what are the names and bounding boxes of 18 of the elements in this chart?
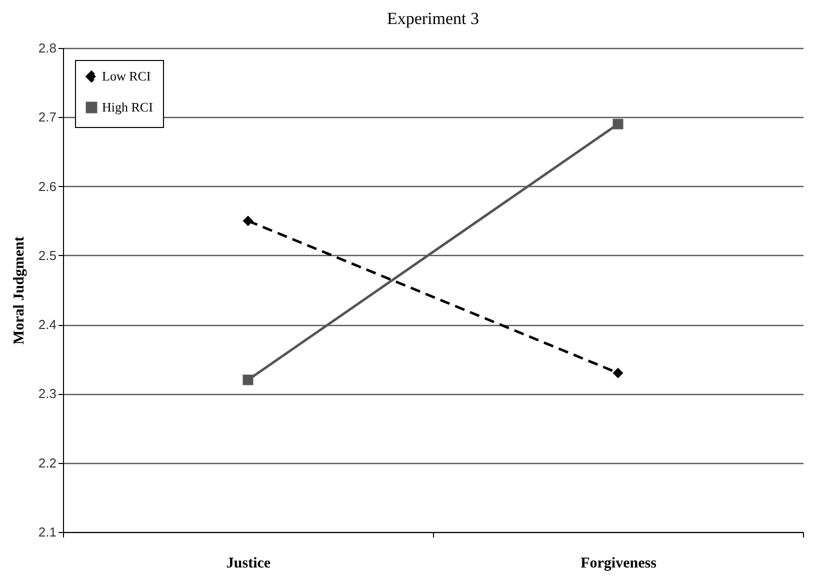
y-tick-label: 2.3	[38, 386, 56, 402]
legend-label: Low RCI	[102, 68, 151, 84]
point	[612, 368, 624, 378]
y-tick-label: 2.5	[38, 248, 56, 263]
y-tick-label: 2.4	[38, 317, 56, 332]
point	[242, 374, 254, 386]
point	[612, 118, 624, 130]
x-tick-label: Justice	[226, 556, 271, 572]
point	[242, 216, 254, 226]
y-tick-label: 2.1	[38, 524, 56, 540]
y-tick-label: 2.6	[38, 178, 56, 194]
chart-title: Experiment 3	[386, 9, 480, 28]
y-tick-label: 2.2	[38, 455, 56, 470]
legend-label: High RCI	[102, 100, 153, 114]
x-tick-label: Forgiveness	[580, 556, 657, 572]
y-tick-label: 2.7	[38, 110, 56, 125]
y-axis-title: Moral Judgment	[11, 236, 28, 344]
y-tick-label: 2.8	[38, 40, 56, 56]
